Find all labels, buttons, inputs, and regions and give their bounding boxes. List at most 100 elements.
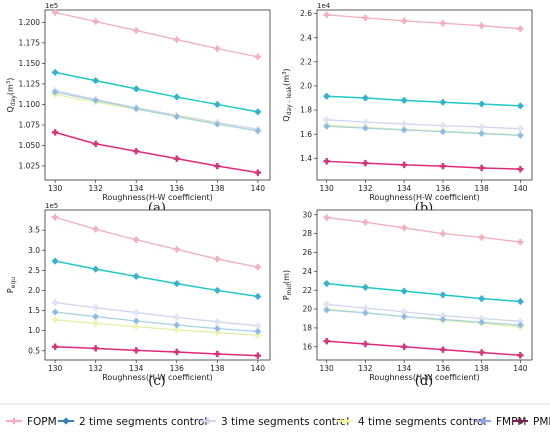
series-pmpm — [51, 343, 262, 359]
data-point — [51, 343, 59, 350]
data-point — [439, 346, 447, 353]
data-point — [254, 169, 262, 176]
series-line — [54, 260, 258, 298]
y-tick-label: 20 — [302, 305, 312, 314]
data-point — [213, 325, 221, 333]
series-line — [54, 89, 258, 130]
data-point — [92, 96, 100, 104]
data-point — [361, 283, 370, 291]
series-2-time-segments-control — [323, 279, 525, 306]
y-tick-label: 1.5 — [28, 306, 40, 315]
data-point — [439, 128, 447, 136]
series-line — [326, 125, 521, 137]
data-point — [214, 329, 221, 336]
panel-c: 0.5 1.0 1.5 2.0 2.5 3.0 3.5 130 132 134 136 138 140 R… — [6, 202, 271, 389]
x-tick-label: 132 — [358, 364, 373, 373]
data-point — [51, 9, 59, 16]
legend-marker — [516, 417, 524, 425]
y-tick-label: 2.2 — [300, 57, 312, 66]
data-point — [323, 122, 331, 130]
series-line — [326, 119, 521, 130]
series-line — [326, 14, 521, 30]
legend: FOPM 2 time segments control 3 time segmen… — [0, 403, 550, 428]
data-point — [323, 158, 330, 165]
series-line — [55, 319, 258, 337]
plot-area — [316, 209, 533, 361]
data-point — [254, 352, 262, 359]
data-point — [92, 226, 99, 233]
series-fmpm — [323, 306, 525, 329]
legend-marker — [62, 417, 70, 425]
data-point — [400, 224, 408, 232]
data-point — [478, 164, 485, 172]
series-fmpm — [51, 88, 262, 135]
plot-area — [44, 209, 271, 361]
data-point — [362, 14, 369, 22]
data-point — [132, 85, 140, 93]
x-tick-label: 136 — [436, 184, 451, 193]
y-tick-label: 1.150 — [19, 59, 41, 68]
legend-item: 2 time segments control — [58, 416, 207, 428]
x-tick-label: 134 — [129, 364, 144, 373]
data-point — [254, 108, 262, 116]
x-tick-label: 136 — [170, 184, 185, 193]
data-point — [213, 120, 221, 128]
data-point — [51, 214, 59, 221]
y-tick-label: 3.5 — [28, 226, 40, 235]
y-tick-label: 1.100 — [19, 100, 41, 109]
data-point — [173, 155, 180, 162]
y-tick-label: 2.0 — [300, 82, 312, 91]
legend-item: 3 time segments control — [200, 416, 349, 428]
data-point — [133, 323, 140, 330]
series-line — [326, 282, 521, 303]
legend-marker — [341, 417, 349, 425]
series-fopm — [51, 214, 262, 271]
legend-marker — [10, 417, 18, 425]
data-point — [132, 272, 140, 280]
data-point — [478, 100, 486, 108]
y-tick-label: 1.050 — [19, 141, 41, 150]
data-point — [92, 320, 99, 327]
x-tick-label: 138 — [474, 184, 489, 193]
x-tick-label: 130 — [320, 364, 335, 373]
data-point — [516, 321, 525, 329]
data-point — [254, 327, 262, 336]
y-tick-label: 24 — [302, 267, 312, 276]
series-fopm — [323, 214, 524, 246]
legend-item: FOPM — [6, 416, 57, 428]
data-point — [400, 17, 408, 25]
x-tick-label: 132 — [89, 364, 104, 373]
x-tick-label: 140 — [513, 184, 528, 193]
data-point — [323, 11, 330, 19]
series-line — [55, 345, 258, 357]
y-tick-label: 30 — [302, 210, 312, 219]
data-point — [478, 129, 486, 138]
data-point — [323, 279, 331, 288]
data-point — [323, 92, 331, 100]
data-point — [400, 312, 408, 321]
x-tick-label: 130 — [48, 364, 63, 373]
y-tick-label: 26 — [302, 248, 312, 257]
x-tick-label: 138 — [474, 364, 489, 373]
y-axis-label: Pequ — [6, 277, 17, 293]
axis-exponent: 1e5 — [45, 202, 58, 210]
y-tick-label: 28 — [302, 229, 312, 238]
x-tick-label: 132 — [89, 184, 104, 193]
panel-label: (c) — [148, 374, 165, 389]
legend-label: FOPM — [27, 416, 57, 428]
panel-b: 1.4 1.6 1.8 2.0 2.2 2.4 2.6 130 132 134 136 138 140 R… — [282, 2, 533, 216]
data-point — [516, 297, 525, 306]
data-point — [213, 286, 221, 295]
data-point — [254, 53, 262, 61]
x-tick-label: 136 — [170, 364, 185, 373]
data-point — [132, 317, 140, 325]
data-point — [173, 36, 180, 43]
data-point — [173, 348, 180, 356]
data-point — [173, 321, 181, 329]
chart-panels: 1.025 1.050 1.075 1.100 1.125 1.150 1.175 1.200… — [6, 2, 533, 389]
x-axis-label: Roughness(H-W coefficient) — [102, 193, 213, 202]
y-tick-label: 1.025 — [19, 162, 41, 171]
data-point — [133, 236, 140, 243]
